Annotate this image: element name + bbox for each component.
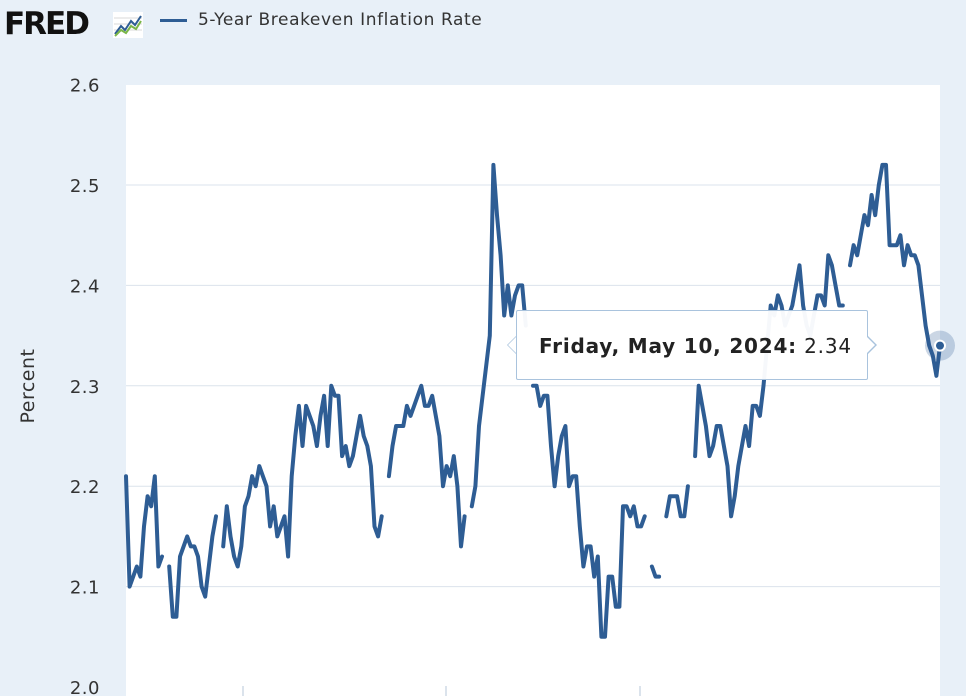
tooltip-arrow-left-fill	[508, 337, 516, 353]
y-tick-label: 2.6	[70, 76, 100, 97]
series-line[interactable]	[386, 383, 467, 549]
chart-header: FRED 5-Year Breakeven Inflation Rate	[0, 0, 966, 50]
fred-logo[interactable]: FRED	[4, 6, 90, 42]
plot-area	[126, 85, 940, 696]
y-tick-label: 2.4	[70, 276, 100, 297]
y-tick-label: 2.3	[70, 377, 100, 398]
legend-series-swatch[interactable]	[160, 19, 187, 22]
series-line[interactable]	[221, 383, 384, 569]
series-line[interactable]	[848, 162, 942, 378]
series-line[interactable]	[649, 564, 662, 579]
y-tick-label: 2.1	[70, 578, 100, 599]
data-tooltip: Friday, May 10, 2024: 2.34	[516, 310, 868, 380]
series-line[interactable]	[531, 383, 647, 639]
series-line[interactable]	[469, 162, 528, 509]
y-tick-label: 2.5	[70, 176, 100, 197]
legend-series-label[interactable]: 5-Year Breakeven Inflation Rate	[198, 10, 483, 30]
y-axis-label: Percent	[17, 349, 39, 424]
series-line[interactable]	[124, 474, 164, 589]
y-tick-label: 2.2	[70, 477, 100, 498]
series-line[interactable]	[664, 484, 690, 519]
tooltip-value: 2.34	[804, 334, 852, 358]
tooltip-arrow-right-fill	[867, 337, 875, 353]
hover-point[interactable]	[934, 339, 946, 352]
series-line[interactable]	[167, 514, 218, 619]
tooltip-date: Friday, May 10, 2024:	[539, 334, 797, 358]
y-tick-label: 2.0	[70, 678, 100, 696]
trend-line-icon	[113, 12, 143, 38]
tooltip-content: Friday, May 10, 2024: 2.34	[539, 333, 852, 359]
